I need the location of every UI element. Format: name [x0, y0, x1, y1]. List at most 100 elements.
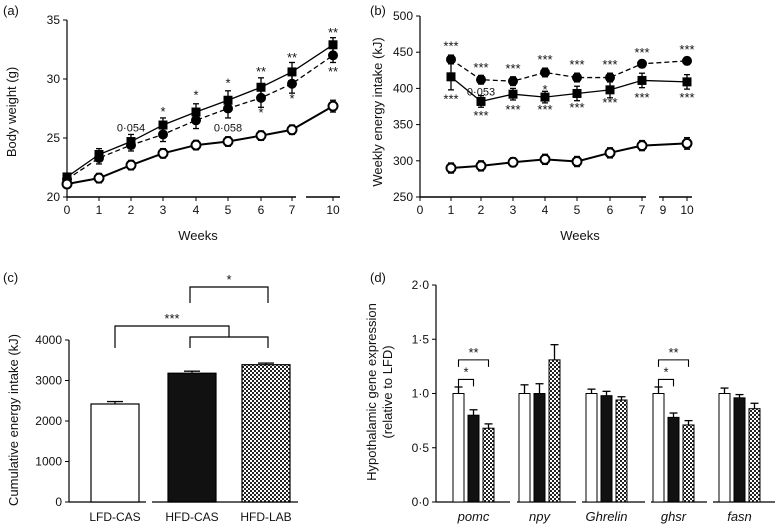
- b-annotation: ***: [569, 100, 584, 115]
- d-bar-ghsr-hfd-lab: [682, 424, 695, 503]
- b-point-lfd-cas: [604, 147, 616, 159]
- a-point-hfd-lab: [158, 129, 168, 140]
- d-bar-ghsr-hfd-cas: [667, 416, 680, 503]
- d-bar-npy-hfd-cas: [533, 393, 546, 503]
- d-bar-fasn-hfd-lab: [748, 408, 761, 503]
- d-bar-ghrelin-lfd-cas: [585, 393, 598, 503]
- b-annotation: ***: [443, 38, 458, 53]
- panel-b-label: (b): [370, 3, 386, 18]
- a-x-tick-label: 10: [326, 203, 340, 217]
- b-x-tick-label: 4: [542, 203, 549, 217]
- b-y-tick-label: 250: [393, 190, 413, 204]
- c-y-tick-label: 3000: [35, 374, 62, 388]
- b-x-tick-label: 3: [510, 203, 517, 217]
- b-y-tick-label: 400: [393, 81, 413, 95]
- b-annotation: ***: [505, 102, 520, 117]
- c-bar-hfd-lab: [241, 364, 291, 503]
- b-point-lfd-cas: [475, 160, 487, 172]
- b-y-tick-label: 450: [393, 45, 413, 59]
- c-significance-label: *: [226, 272, 231, 287]
- c-y-tick-label: 0: [55, 495, 62, 509]
- d-significance-label: **: [468, 345, 478, 360]
- d-significance-bracket: [457, 359, 490, 367]
- c-y-tick-label: 2000: [35, 414, 62, 428]
- a-y-title: Body weight (g): [4, 67, 19, 157]
- b-annotation: ***: [537, 102, 552, 117]
- a-point-hfd-cas: [256, 82, 266, 92]
- a-point-hfd-lab: [126, 140, 136, 151]
- d-category-label: pomc: [457, 509, 490, 524]
- c-y-tick-label: 1000: [35, 455, 62, 469]
- b-point-hfd-cas: [540, 92, 550, 102]
- b-point-hfd-lab: [476, 74, 486, 85]
- b-point-hfd-cas: [605, 85, 615, 95]
- a-point-lfd-cas: [255, 130, 267, 142]
- b-point-hfd-lab: [508, 76, 518, 87]
- d-y-title-line2: (relative to LFD): [380, 345, 395, 438]
- b-point-hfd-lab: [572, 72, 582, 83]
- b-point-hfd-lab: [446, 54, 456, 65]
- b-point-hfd-cas: [572, 88, 582, 98]
- panel-d-label: (d): [370, 270, 386, 285]
- a-point-hfd-cas: [287, 67, 297, 77]
- d-y-tick-label: 1·0: [412, 387, 430, 401]
- d-category-label: npy: [529, 509, 551, 524]
- panel-a-label: (a): [3, 3, 19, 18]
- b-point-hfd-cas: [446, 72, 456, 82]
- b-series-line-lfd-cas: [450, 142, 688, 170]
- d-bar-npy-lfd-cas: [518, 393, 531, 503]
- d-category-label: Ghrelin: [586, 509, 628, 524]
- d-significance-bracket: [457, 378, 475, 387]
- a-annotation: **: [328, 64, 338, 79]
- b-y-title: Weekly energy intake (kJ): [370, 37, 385, 186]
- b-series-line-hfd-cas: [450, 76, 688, 103]
- d-category-label: ghsr: [661, 509, 687, 524]
- a-y-tick-label: 35: [47, 13, 61, 27]
- d-y-tick-label: 0·0: [412, 495, 430, 509]
- d-significance-label: *: [463, 364, 468, 379]
- a-annotation: *: [160, 104, 165, 119]
- a-point-lfd-cas: [222, 136, 234, 148]
- a-point-hfd-lab: [328, 50, 338, 61]
- panel-b-line-chart: 250 300 350 400 450 500 0 1 2 3 4 5 6 7 9 10 *** *** *** 0·…: [393, 9, 695, 217]
- a-x-tick-label: 7: [289, 203, 296, 217]
- b-x-tick-label: 2: [478, 203, 485, 217]
- b-annotation: ***: [602, 57, 617, 72]
- d-y-tick-label: 1·5: [412, 332, 430, 346]
- a-annotation: *: [193, 88, 198, 103]
- d-bar-pomc-hfd-cas: [467, 414, 480, 503]
- a-annotation: 0·054: [117, 122, 145, 134]
- b-point-hfd-cas: [637, 75, 647, 85]
- d-y-title-line1: Hypothalamic gene expression: [364, 303, 379, 481]
- b-point-hfd-lab: [682, 55, 692, 66]
- a-annotation: 0·058: [214, 122, 242, 134]
- b-y-tick-label: 350: [393, 118, 413, 132]
- a-point-lfd-cas: [61, 178, 73, 190]
- a-annotation: **: [287, 50, 297, 65]
- b-point-hfd-lab: [540, 67, 550, 78]
- b-point-lfd-cas: [681, 137, 693, 149]
- b-annotation: ***: [473, 108, 488, 123]
- d-significance-bracket: [657, 359, 690, 367]
- a-y-tick-label: 25: [47, 131, 61, 145]
- b-x-tick-label: 10: [680, 203, 694, 217]
- a-point-hfd-lab: [94, 153, 104, 164]
- c-significance-bracket: [189, 286, 269, 303]
- b-point-lfd-cas: [507, 156, 519, 168]
- b-point-lfd-cas: [539, 153, 551, 165]
- b-annotation: ***: [634, 45, 649, 60]
- b-point-hfd-cas: [508, 89, 518, 99]
- d-bar-fasn-hfd-cas: [733, 397, 746, 503]
- c-category-label: HFD-LAB: [240, 510, 291, 524]
- d-significance-bracket: [657, 378, 675, 387]
- a-x-tick-label: 5: [225, 203, 232, 217]
- d-bar-ghrelin-hfd-lab: [615, 399, 628, 503]
- d-y-tick-label: 2·0: [412, 278, 430, 292]
- b-annotation: ***: [634, 90, 649, 105]
- c-bar-lfd-cas: [90, 403, 140, 503]
- b-x-tick-label: 6: [607, 203, 614, 217]
- panel-c-label: (c): [3, 270, 18, 285]
